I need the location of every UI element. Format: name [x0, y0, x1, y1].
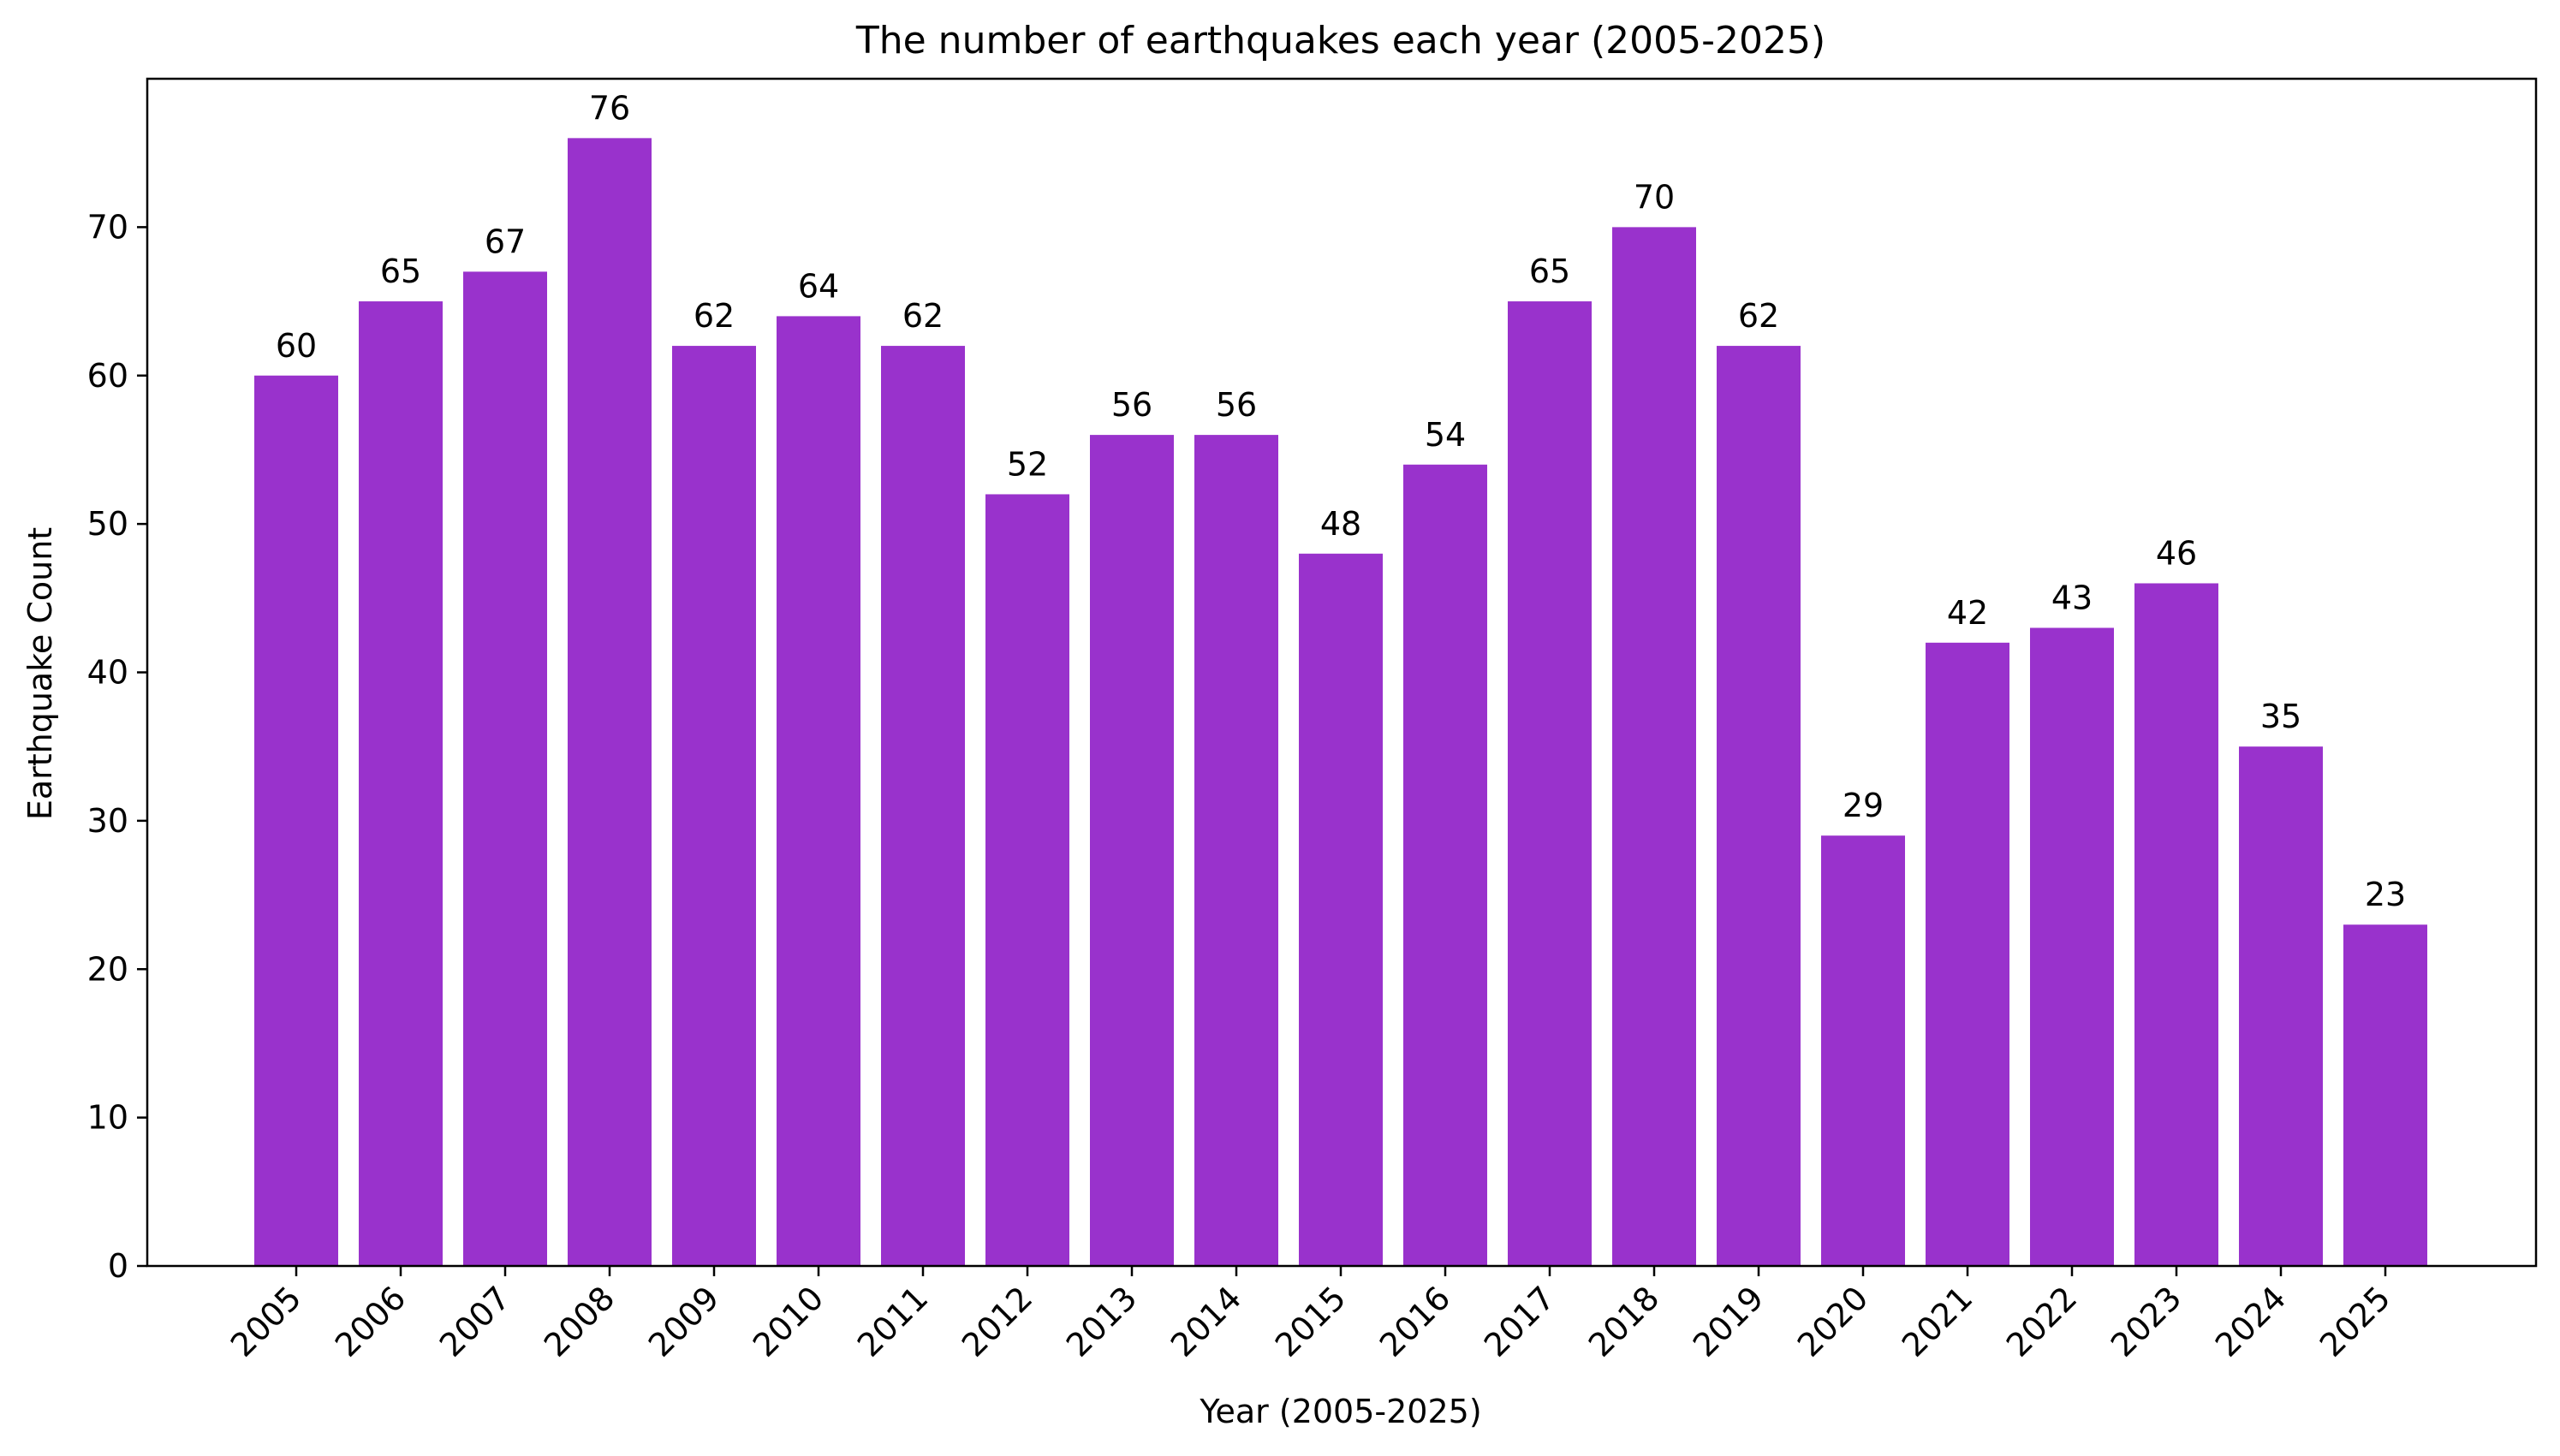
- bar-value-label-2021: 42: [1947, 594, 1988, 632]
- bar-value-label-2017: 65: [1529, 253, 1570, 290]
- chart-title: The number of earthquakes each year (200…: [855, 19, 1825, 62]
- bar-value-label-2018: 70: [1634, 178, 1675, 216]
- bar-data-labels: 60 65 67 76 62 64 62 52 56 56 48 54 65 70 62 29 42 43 46 35…: [276, 89, 2406, 913]
- y-tick-label: 10: [87, 1099, 128, 1137]
- y-tick-label: 40: [87, 654, 128, 692]
- bar-2012: [985, 494, 1069, 1266]
- x-axis-label: Year (2005-2025): [1199, 1393, 1481, 1430]
- y-axis-ticks: 0 10 20 30 40 50 60 70: [87, 208, 147, 1285]
- bar-2013: [1090, 435, 1174, 1267]
- bar-2021: [1926, 642, 2009, 1266]
- bar-value-label-2019: 62: [1738, 297, 1779, 335]
- bar-value-label-2020: 29: [1843, 787, 1884, 824]
- bar-value-label-2011: 62: [902, 297, 944, 335]
- bar-2010: [777, 316, 860, 1266]
- bar-2023: [2134, 583, 2218, 1266]
- bar-2022: [2030, 627, 2114, 1266]
- bar-2007: [463, 271, 547, 1267]
- bar-2020: [1821, 835, 1905, 1266]
- bar-value-label-2010: 64: [798, 267, 839, 305]
- bar-2019: [1717, 346, 1801, 1267]
- bar-value-label-2023: 46: [2156, 534, 2197, 572]
- bar-value-label-2008: 76: [589, 89, 630, 127]
- y-tick-label: 70: [87, 208, 128, 246]
- bar-value-label-2025: 23: [2365, 876, 2406, 913]
- y-tick-label: 50: [87, 505, 128, 543]
- y-tick-label: 20: [87, 950, 128, 988]
- bar-value-label-2007: 67: [485, 223, 526, 260]
- bar-2014: [1194, 435, 1278, 1267]
- bar-value-label-2005: 60: [276, 327, 317, 365]
- bar-value-label-2009: 62: [694, 297, 735, 335]
- bar-value-label-2014: 56: [1216, 386, 1257, 424]
- bar-2015: [1299, 553, 1383, 1266]
- bar-value-label-2024: 35: [2260, 698, 2301, 735]
- y-axis-label: Earthquake Count: [21, 527, 59, 820]
- bar-value-label-2012: 52: [1007, 445, 1048, 483]
- y-tick-label: 30: [87, 802, 128, 840]
- bars-group: [254, 138, 2427, 1267]
- bar-2017: [1508, 301, 1592, 1266]
- bar-value-label-2013: 56: [1111, 386, 1152, 424]
- bar-value-label-2015: 48: [1320, 505, 1361, 543]
- bar-2005: [254, 375, 338, 1266]
- bar-2009: [672, 346, 756, 1267]
- bar-value-label-2016: 54: [1425, 416, 1466, 454]
- bar-2025: [2343, 924, 2427, 1266]
- bar-value-label-2022: 43: [2051, 579, 2093, 616]
- y-tick-label: 0: [108, 1247, 128, 1285]
- bar-2011: [881, 346, 965, 1267]
- bar-2024: [2239, 746, 2323, 1266]
- bar-value-label-2006: 65: [380, 253, 421, 290]
- y-tick-label: 60: [87, 357, 128, 395]
- bar-2018: [1612, 227, 1696, 1266]
- bar-2008: [568, 138, 652, 1267]
- bar-2006: [359, 301, 443, 1266]
- bar-2016: [1403, 464, 1487, 1266]
- plot-area-frame: [146, 77, 2538, 1268]
